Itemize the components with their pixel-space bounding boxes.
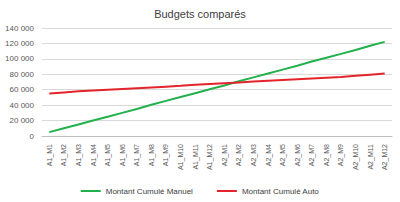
svg-text:140 000: 140 000: [5, 24, 34, 33]
svg-text:A2_M5: A2_M5: [279, 144, 287, 166]
svg-text:60 000: 60 000: [10, 85, 35, 94]
svg-text:A2_M6: A2_M6: [294, 144, 302, 166]
svg-text:A2_M3: A2_M3: [250, 144, 258, 166]
svg-text:Montant Cumulé Auto: Montant Cumulé Auto: [242, 187, 319, 196]
svg-text:A2_M11: A2_M11: [367, 144, 375, 170]
svg-text:A1_M7: A1_M7: [133, 144, 141, 166]
svg-text:A1_M9: A1_M9: [162, 144, 170, 166]
svg-text:A1_M5: A1_M5: [104, 144, 112, 166]
svg-text:A2_M7: A2_M7: [308, 144, 316, 166]
svg-text:A2_M12: A2_M12: [381, 144, 389, 170]
svg-text:A1_M6: A1_M6: [119, 144, 127, 166]
svg-text:40 000: 40 000: [10, 101, 35, 110]
svg-text:A2_M10: A2_M10: [352, 144, 360, 170]
svg-text:A1_M3: A1_M3: [75, 144, 83, 166]
svg-text:A1_M8: A1_M8: [148, 144, 156, 166]
svg-text:A1_M11: A1_M11: [192, 144, 200, 170]
svg-text:Budgets comparés: Budgets comparés: [154, 8, 246, 20]
svg-text:A1_M1: A1_M1: [46, 144, 54, 166]
svg-text:A2_M1: A2_M1: [221, 144, 229, 166]
svg-text:0: 0: [30, 132, 35, 141]
svg-text:A1_M10: A1_M10: [177, 144, 185, 170]
svg-text:100 000: 100 000: [5, 54, 34, 63]
svg-text:A2_M4: A2_M4: [265, 144, 273, 166]
svg-text:20 000: 20 000: [10, 116, 35, 125]
svg-text:A1_M4: A1_M4: [90, 144, 98, 166]
svg-text:A1_M12: A1_M12: [206, 144, 214, 170]
svg-text:A2_M9: A2_M9: [337, 144, 345, 166]
svg-text:80 000: 80 000: [10, 70, 35, 79]
svg-text:A1_M2: A1_M2: [60, 144, 68, 166]
svg-text:A2_M2: A2_M2: [235, 144, 243, 166]
svg-text:A2_M8: A2_M8: [323, 144, 331, 166]
svg-text:Montant Cumulé Manuel: Montant Cumulé Manuel: [106, 187, 193, 196]
svg-text:120 000: 120 000: [5, 39, 34, 48]
